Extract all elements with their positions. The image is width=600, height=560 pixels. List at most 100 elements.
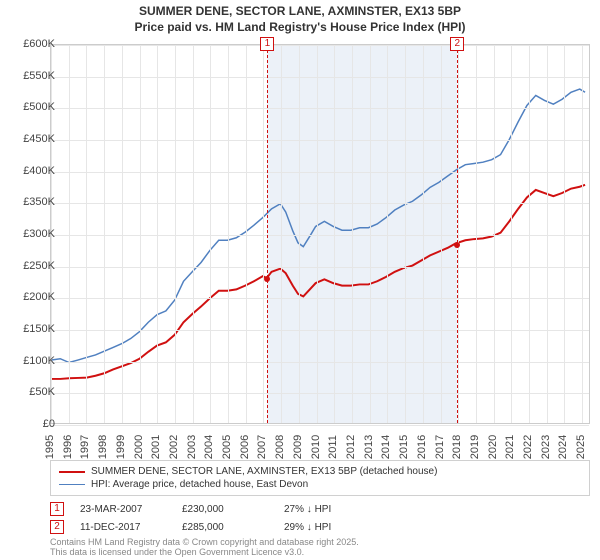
- y-axis-label: £200K: [23, 291, 55, 303]
- sale-marker-box: 2: [450, 37, 464, 51]
- x-axis-label: 1995: [44, 435, 56, 459]
- gridline-h: [51, 45, 589, 46]
- x-axis-label: 2012: [345, 435, 357, 459]
- gridline-h: [51, 235, 589, 236]
- gridline-v: [476, 45, 477, 423]
- legend-swatch-hpi: [59, 484, 85, 485]
- x-axis-label: 2011: [327, 435, 339, 459]
- x-axis-label: 1999: [115, 435, 127, 459]
- x-axis-label: 2024: [557, 435, 569, 459]
- chart-title-block: SUMMER DENE, SECTOR LANE, AXMINSTER, EX1…: [0, 0, 600, 35]
- footer-attribution: Contains HM Land Registry data © Crown c…: [50, 538, 359, 558]
- x-axis-label: 2021: [504, 435, 516, 459]
- sales-row: 1 23-MAR-2007 £230,000 27% ↓ HPI: [50, 500, 370, 518]
- x-axis-label: 2008: [274, 435, 286, 459]
- gridline-v: [157, 45, 158, 423]
- gridline-v: [387, 45, 388, 423]
- gridline-v: [564, 45, 565, 423]
- gridline-h: [51, 298, 589, 299]
- gridline-v: [494, 45, 495, 423]
- gridline-h: [51, 108, 589, 109]
- title-line-2: Price paid vs. HM Land Registry's House …: [0, 20, 600, 36]
- sale-dot: [264, 276, 270, 282]
- y-axis-label: £0: [43, 418, 55, 430]
- sales-marker-icon: 2: [50, 520, 64, 534]
- sales-delta: 29% ↓ HPI: [284, 522, 370, 533]
- gridline-v: [299, 45, 300, 423]
- gridline-v: [210, 45, 211, 423]
- y-axis-label: £550K: [23, 70, 55, 82]
- gridline-v: [547, 45, 548, 423]
- sales-price: £285,000: [182, 522, 268, 533]
- x-axis-label: 2014: [380, 435, 392, 459]
- gridline-h: [51, 393, 589, 394]
- y-axis-label: £250K: [23, 260, 55, 272]
- legend-swatch-subject: [59, 471, 85, 473]
- y-axis-label: £100K: [23, 355, 55, 367]
- legend-row-subject: SUMMER DENE, SECTOR LANE, AXMINSTER, EX1…: [59, 465, 581, 478]
- sales-table: 123-MAR-2007£230,00027% ↓ HPI211-DEC-201…: [50, 500, 370, 536]
- y-axis-label: £450K: [23, 133, 55, 145]
- gridline-h: [51, 362, 589, 363]
- y-axis-label: £400K: [23, 165, 55, 177]
- sale-dot: [454, 242, 460, 248]
- sale-marker-line: [267, 45, 268, 423]
- x-axis-label: 2023: [540, 435, 552, 459]
- y-axis-label: £150K: [23, 323, 55, 335]
- x-axis-label: 2013: [363, 435, 375, 459]
- gridline-h: [51, 425, 589, 426]
- gridline-v: [228, 45, 229, 423]
- x-axis-label: 2017: [434, 435, 446, 459]
- gridline-v: [529, 45, 530, 423]
- gridline-v: [263, 45, 264, 423]
- x-axis-label: 1996: [62, 435, 74, 459]
- x-axis-label: 2010: [310, 435, 322, 459]
- sales-date: 23-MAR-2007: [80, 504, 166, 515]
- legend-box: SUMMER DENE, SECTOR LANE, AXMINSTER, EX1…: [50, 460, 590, 496]
- gridline-v: [317, 45, 318, 423]
- gridline-h: [51, 172, 589, 173]
- sales-price: £230,000: [182, 504, 268, 515]
- x-axis-label: 2003: [186, 435, 198, 459]
- chart-plot-area: 12: [50, 44, 590, 424]
- gridline-v: [582, 45, 583, 423]
- sale-marker-line: [457, 45, 458, 423]
- x-axis-label: 2001: [150, 435, 162, 459]
- y-axis-label: £350K: [23, 196, 55, 208]
- gridline-v: [370, 45, 371, 423]
- y-axis-label: £300K: [23, 228, 55, 240]
- x-axis-label: 2020: [487, 435, 499, 459]
- gridline-v: [86, 45, 87, 423]
- gridline-v: [175, 45, 176, 423]
- sales-marker-icon: 1: [50, 502, 64, 516]
- gridline-v: [441, 45, 442, 423]
- x-axis-label: 2015: [398, 435, 410, 459]
- chart-svg: [51, 45, 589, 423]
- legend-label-hpi: HPI: Average price, detached house, East…: [91, 479, 308, 490]
- legend-label-subject: SUMMER DENE, SECTOR LANE, AXMINSTER, EX1…: [91, 466, 437, 477]
- y-axis-label: £50K: [29, 386, 55, 398]
- gridline-v: [511, 45, 512, 423]
- sales-delta: 27% ↓ HPI: [284, 504, 370, 515]
- gridline-h: [51, 330, 589, 331]
- gridline-v: [458, 45, 459, 423]
- x-axis-label: 2016: [416, 435, 428, 459]
- x-axis-label: 2019: [469, 435, 481, 459]
- x-axis-label: 2002: [168, 435, 180, 459]
- gridline-v: [281, 45, 282, 423]
- gridline-v: [104, 45, 105, 423]
- sale-marker-box: 1: [260, 37, 274, 51]
- gridline-h: [51, 140, 589, 141]
- x-axis-label: 2022: [522, 435, 534, 459]
- x-axis-label: 2009: [292, 435, 304, 459]
- gridline-v: [405, 45, 406, 423]
- gridline-v: [352, 45, 353, 423]
- x-axis-label: 2006: [239, 435, 251, 459]
- gridline-h: [51, 267, 589, 268]
- gridline-v: [246, 45, 247, 423]
- y-axis-label: £500K: [23, 101, 55, 113]
- x-axis-label: 2000: [133, 435, 145, 459]
- y-axis-label: £600K: [23, 38, 55, 50]
- title-line-1: SUMMER DENE, SECTOR LANE, AXMINSTER, EX1…: [0, 4, 600, 20]
- gridline-h: [51, 77, 589, 78]
